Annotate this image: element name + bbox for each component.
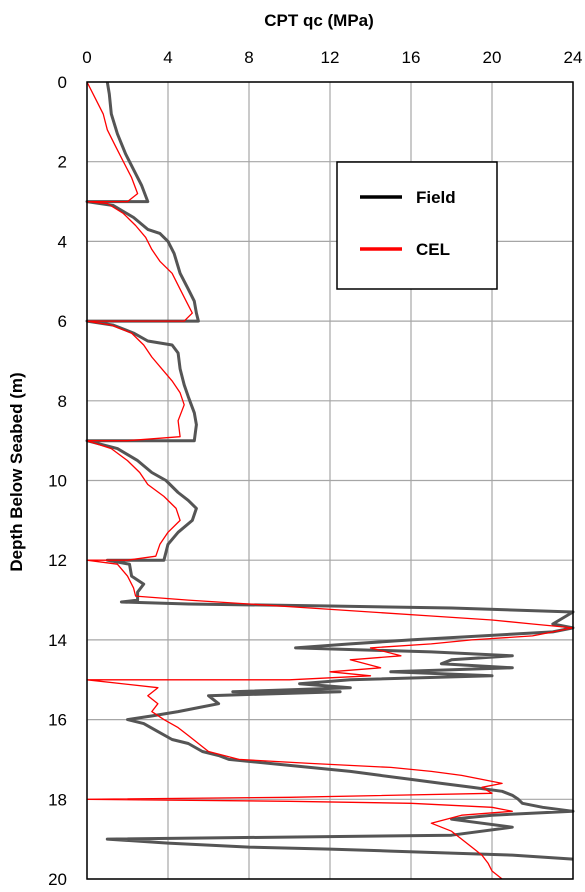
x-tick-label: 8 — [244, 48, 253, 67]
y-tick-label: 14 — [48, 631, 67, 650]
x-tick-label: 12 — [321, 48, 340, 67]
y-tick-label: 16 — [48, 711, 67, 730]
y-tick-label: 18 — [48, 790, 67, 809]
grid — [86, 81, 574, 880]
x-axis-title: CPT qc (MPa) — [264, 11, 374, 30]
y-tick-labels: 0 2 4 6 8 10 12 14 16 18 20 — [48, 73, 67, 889]
legend-label-cel: CEL — [416, 240, 450, 259]
y-tick-label: 4 — [58, 232, 67, 251]
x-tick-label: 20 — [483, 48, 502, 67]
y-tick-label: 10 — [48, 472, 67, 491]
x-tick-labels: 0 4 8 12 16 20 24 — [82, 48, 582, 67]
series-line-field — [85, 81, 575, 861]
y-tick-label: 6 — [58, 312, 67, 331]
y-tick-label: 2 — [58, 153, 67, 172]
y-tick-label: 12 — [48, 551, 67, 570]
plot-frame — [86, 81, 574, 880]
y-tick-label: 20 — [48, 870, 67, 889]
x-tick-label: 4 — [163, 48, 172, 67]
y-axis-title: Depth Below Seabed (m) — [7, 372, 26, 571]
series-layer — [85, 81, 575, 880]
legend-label-field: Field — [416, 188, 456, 207]
x-tick-label: 16 — [402, 48, 421, 67]
y-tick-label: 8 — [58, 392, 67, 411]
x-tick-label: 0 — [82, 48, 91, 67]
x-tick-label: 24 — [564, 48, 583, 67]
legend-box — [336, 161, 498, 290]
y-tick-label: 0 — [58, 73, 67, 92]
legend: Field CEL — [336, 161, 498, 290]
series-line-cel — [86, 81, 574, 880]
